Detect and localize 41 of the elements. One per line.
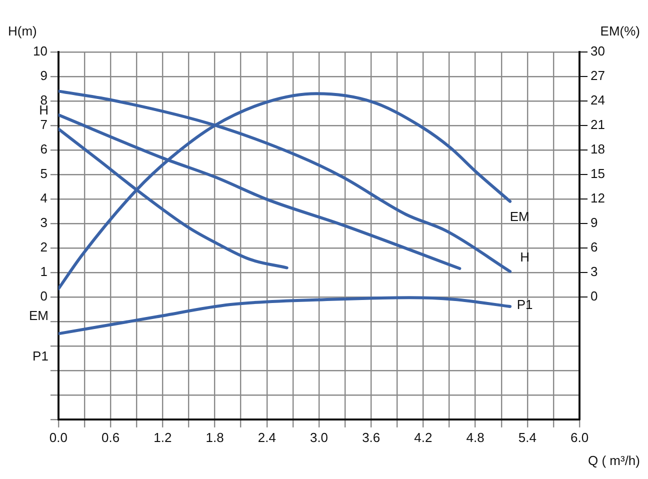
x-tick-label: 1.8 xyxy=(206,430,224,445)
y-tick-label: 6 xyxy=(40,142,48,157)
y-tick-label: 10 xyxy=(32,44,48,59)
y-tick-label: 4 xyxy=(40,190,48,206)
y2-tick-label: 24 xyxy=(590,92,606,108)
text: EM xyxy=(28,308,48,324)
x-tick-label: 4.8 xyxy=(466,430,484,445)
y2-tick-label: 3 xyxy=(590,264,598,280)
x-tick-label: 3.0 xyxy=(310,430,328,445)
x-axis-title: Q ( m³/h) xyxy=(588,452,640,468)
x-tick-label: 0.6 xyxy=(102,430,120,445)
y2-tick-label: 30 xyxy=(590,44,606,59)
y2-tick-label: 27 xyxy=(590,68,606,84)
x-tick-label: 4.2 xyxy=(414,430,432,445)
x-tick-label: 6.0 xyxy=(570,430,589,445)
annotation: EM xyxy=(510,208,530,224)
annotation: H xyxy=(520,249,530,264)
y2-tick-label: 12 xyxy=(590,190,606,206)
y-tick-label: 2 xyxy=(40,240,48,255)
y-tick-label: 1 xyxy=(40,264,48,280)
line-series xyxy=(58,296,512,336)
x-tick-label: 1.2 xyxy=(154,430,172,445)
y-tick-label: 9 xyxy=(40,68,48,84)
y2-tick-label: 18 xyxy=(590,142,606,157)
y2-tick-label: 21 xyxy=(590,117,606,132)
x-tick-label: 0.0 xyxy=(49,430,68,445)
y2-tick-label: 0 xyxy=(590,288,598,304)
y-axis-title: H(m) xyxy=(8,24,37,39)
text: P1 xyxy=(32,348,48,364)
y-tick-label: 0 xyxy=(40,288,48,304)
x-tick-label: 5.4 xyxy=(518,430,536,445)
x-tick-label: 3.6 xyxy=(362,430,380,445)
y2-tick-label: 6 xyxy=(590,240,598,255)
y2-tick-label: 9 xyxy=(590,215,598,230)
y-tick-label: 3 xyxy=(40,215,48,230)
y-tick-label: 7 xyxy=(40,117,48,132)
annotation: P1 xyxy=(516,297,533,312)
y-tick-label: 5 xyxy=(40,166,48,182)
x-tick-label: 2.4 xyxy=(258,430,276,445)
y2-axis-title: EM(%) xyxy=(600,24,640,39)
y2-tick-label: 15 xyxy=(590,166,606,182)
